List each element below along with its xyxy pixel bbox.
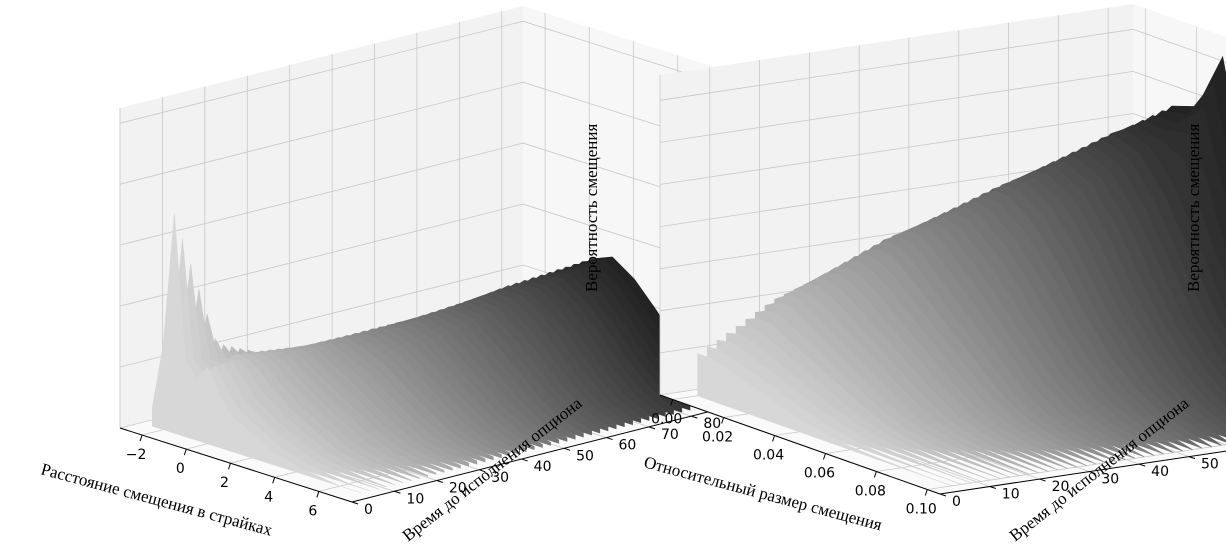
ticks: 0.000.020.040.060.080.100102030405060708… [651,399,1219,518]
x-axis-label: Расстояние смещения в страйках [39,460,275,540]
x-tick-label: 0.02 [702,430,733,446]
x-tick-mark [873,471,877,478]
y-tick-label: 10 [1002,487,1020,503]
y-tick-mark [394,490,401,494]
y-axis-line [351,399,756,503]
y-tick-mark [1188,456,1196,460]
y-tick-mark [563,447,571,451]
y-tick-label: 50 [576,448,594,464]
x-tick-label: 0.06 [804,466,835,482]
x-tick-label: 4 [264,489,273,505]
surface-slice [754,310,1011,478]
y-tick-label: 40 [1151,464,1169,480]
surface-chart-distance: −2024601020304050607080900.00.20.40.60.8… [39,6,787,545]
z-gridline [659,28,1226,101]
y-tick-label: 0 [364,502,373,518]
y-tick-label: 60 [619,438,637,454]
x-tick-mark [272,477,276,484]
surface-slice [822,267,1078,468]
surface-slice [793,283,1049,472]
surface-slice [803,278,1059,471]
x-axis-label: Относительный размер смещения [642,453,884,535]
x-tick-label: 0.08 [855,484,886,500]
y-tick-label: 70 [661,427,679,443]
surface-slice [152,213,363,494]
y-tick-mark [1138,463,1146,467]
y-tick-mark [521,458,528,462]
y-tick-mark [351,501,359,505]
z-gridline [659,113,1226,185]
surface-slice [812,272,1068,469]
z-gridline [659,70,1226,143]
x-tick-label: 2 [220,475,229,491]
y-tick-label: 30 [1101,472,1119,488]
x-tick-mark [670,399,674,406]
x-axis-line [659,394,941,495]
surface-slice [706,346,962,485]
x-gridline [927,444,1226,490]
y-tick-mark [436,480,444,484]
y-tick-label: 80 [703,416,721,432]
y-tick-mark [606,437,613,441]
y-tick-label: 30 [491,470,509,486]
y-tick-mark [1089,471,1096,475]
y-tick-mark [1039,478,1046,482]
x-tick-label: 0.00 [651,412,682,428]
x-axis-line [119,427,353,503]
y-tick-label: 50 [1201,457,1219,473]
y-tick-mark [648,426,656,430]
axis-lines [659,394,1226,495]
x-tick-mark [228,463,231,470]
x-tick-label: 0 [176,461,185,477]
x-tick-mark [924,489,928,496]
x-tick-label: −2 [126,447,147,463]
x-tick-mark [183,448,187,456]
surface [697,55,1226,487]
z-axis-label: Вероятность смещения [582,124,601,292]
z-axis-label: Вероятность смещения [1184,124,1203,292]
y-tick-label: 10 [406,491,424,507]
surface-chart-relative: 0.000.020.040.060.080.100102030405060708… [642,4,1226,545]
surface [152,213,724,494]
surface-slice [716,339,972,484]
x-tick-mark [316,491,320,498]
x-tick-mark [772,435,776,442]
surface-slice [764,302,1020,476]
surface-slice [774,294,1030,475]
z-gridline [119,20,756,124]
y-tick-label: 20 [449,481,467,497]
surface-slice [697,353,953,487]
y-tick-mark [989,486,996,490]
surface-slice [851,248,1107,463]
x-tick-label: 0.10 [906,502,937,518]
x-tick-mark [721,417,725,424]
y-tick-label: 20 [1052,479,1070,495]
y-tick-label: 40 [534,459,552,475]
y-tick-label: 0 [952,494,961,510]
y-tick-mark [691,415,698,419]
y-axis-line [939,450,1226,495]
y-tick-mark [479,469,486,473]
x-tick-mark [139,434,143,442]
surface-slice [831,261,1087,466]
y-tick-mark [939,493,947,497]
x-tick-label: 0.04 [753,448,784,464]
x-tick-label: 6 [308,503,317,519]
surface-slice [783,289,1039,474]
surface-slice [841,254,1097,465]
x-tick-mark [822,453,826,460]
